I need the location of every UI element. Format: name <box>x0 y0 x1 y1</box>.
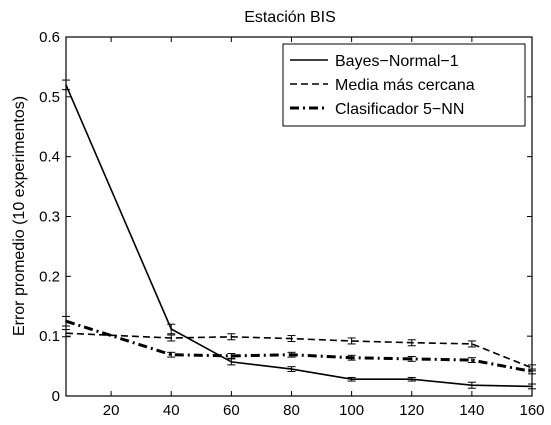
data-point <box>170 337 173 339</box>
data-point <box>410 378 413 381</box>
data-point <box>531 385 533 388</box>
y-tick-label: 0.2 <box>39 268 60 285</box>
y-tick-label: 0.1 <box>39 328 60 345</box>
y-tick-label: 0.6 <box>39 29 60 46</box>
legend-box <box>282 43 526 127</box>
data-point <box>350 356 353 359</box>
legend: Bayes−Normal−1 Media más cercana Clasifica… <box>282 43 526 127</box>
x-tick-label: 100 <box>339 402 364 419</box>
data-point <box>65 84 67 86</box>
data-point <box>230 361 233 363</box>
data-point <box>65 320 67 323</box>
y-tick-label: 0 <box>52 388 60 405</box>
series-line-3 <box>65 319 533 373</box>
y-tick-label: 0.5 <box>39 89 60 106</box>
data-point <box>531 370 533 373</box>
data-point <box>170 328 173 330</box>
data-point <box>290 368 293 370</box>
data-point <box>290 353 293 356</box>
x-tick-label: 80 <box>283 402 300 419</box>
legend-entry-2: Media más cercana <box>335 77 475 94</box>
x-tick-label: 160 <box>519 402 544 419</box>
plot-area: 20 40 60 80 100 120 140 160 0 0.1 0.2 0.3 0.4 0.5 0.6 <box>39 29 544 419</box>
data-point <box>471 384 473 387</box>
data-point <box>531 367 533 369</box>
data-point <box>410 341 413 344</box>
data-point <box>290 337 293 340</box>
data-point <box>350 340 353 342</box>
series-line-1 <box>65 84 533 388</box>
data-point <box>230 355 233 357</box>
y-tick-label: 0.4 <box>39 149 60 166</box>
data-point <box>410 358 413 360</box>
data-point <box>471 359 473 361</box>
data-point <box>350 378 353 381</box>
y-axis-label: Error promedio (10 experimentos) <box>11 96 28 336</box>
data-point <box>471 343 473 345</box>
data-point <box>65 332 67 334</box>
data-point <box>170 353 173 356</box>
y-tick-label: 0.3 <box>39 209 60 226</box>
chart-title: Estación BIS <box>244 9 336 26</box>
x-tick-label: 40 <box>163 402 180 419</box>
x-tick-label: 60 <box>223 402 240 419</box>
x-tick-label: 120 <box>399 402 424 419</box>
x-tick-label: 20 <box>103 402 120 419</box>
legend-entry-3: Clasificador 5−NN <box>335 101 464 118</box>
data-point <box>230 335 233 338</box>
series-line-2 <box>65 332 533 369</box>
legend-entry-1: Bayes−Normal−1 <box>335 53 459 70</box>
x-tick-label: 140 <box>459 402 484 419</box>
